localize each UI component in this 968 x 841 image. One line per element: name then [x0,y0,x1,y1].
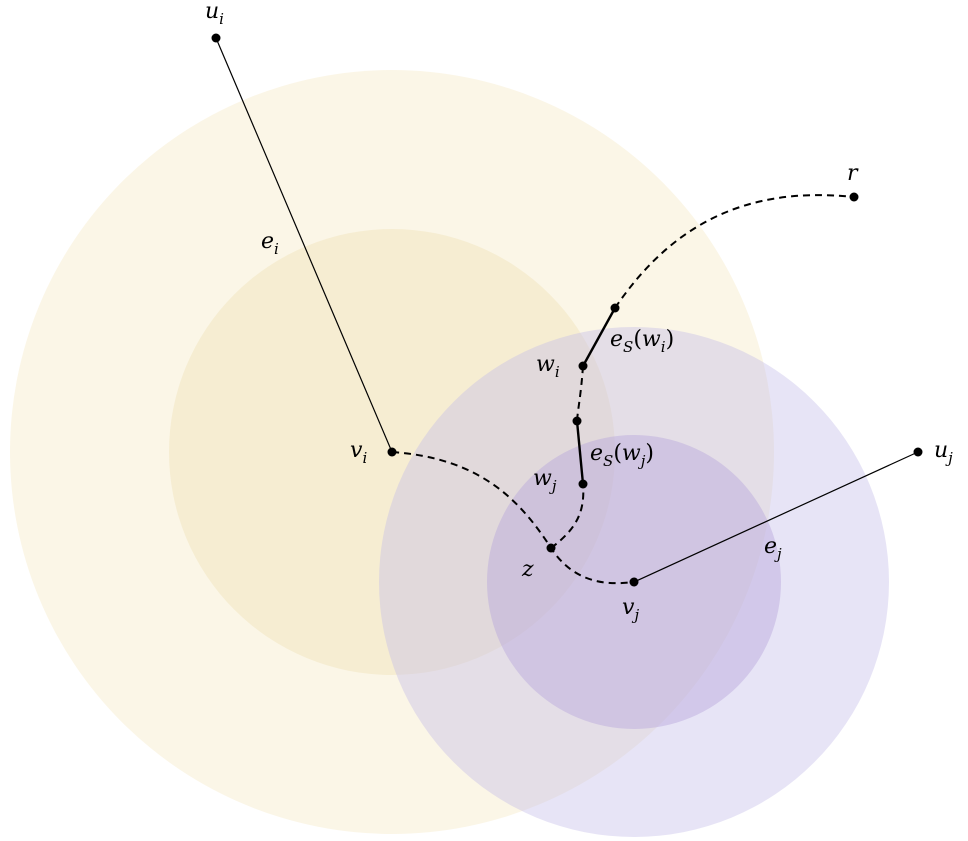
vertex-w-i [579,362,588,371]
vertex-u-i [212,34,221,43]
vertex-w-j [579,480,588,489]
label-u-i: ui [205,0,224,28]
label-u-j: uj [934,438,953,467]
regions [10,70,889,837]
label-z: z [521,557,534,582]
vertex-v-i [388,448,397,457]
vertex-mid [573,417,582,426]
vertex-r [850,193,859,202]
vertex-u-j [914,448,923,457]
label-r: r [847,161,859,186]
vertex-upper [611,304,620,313]
vertex-z [547,544,556,553]
vertex-v-j [630,578,639,587]
